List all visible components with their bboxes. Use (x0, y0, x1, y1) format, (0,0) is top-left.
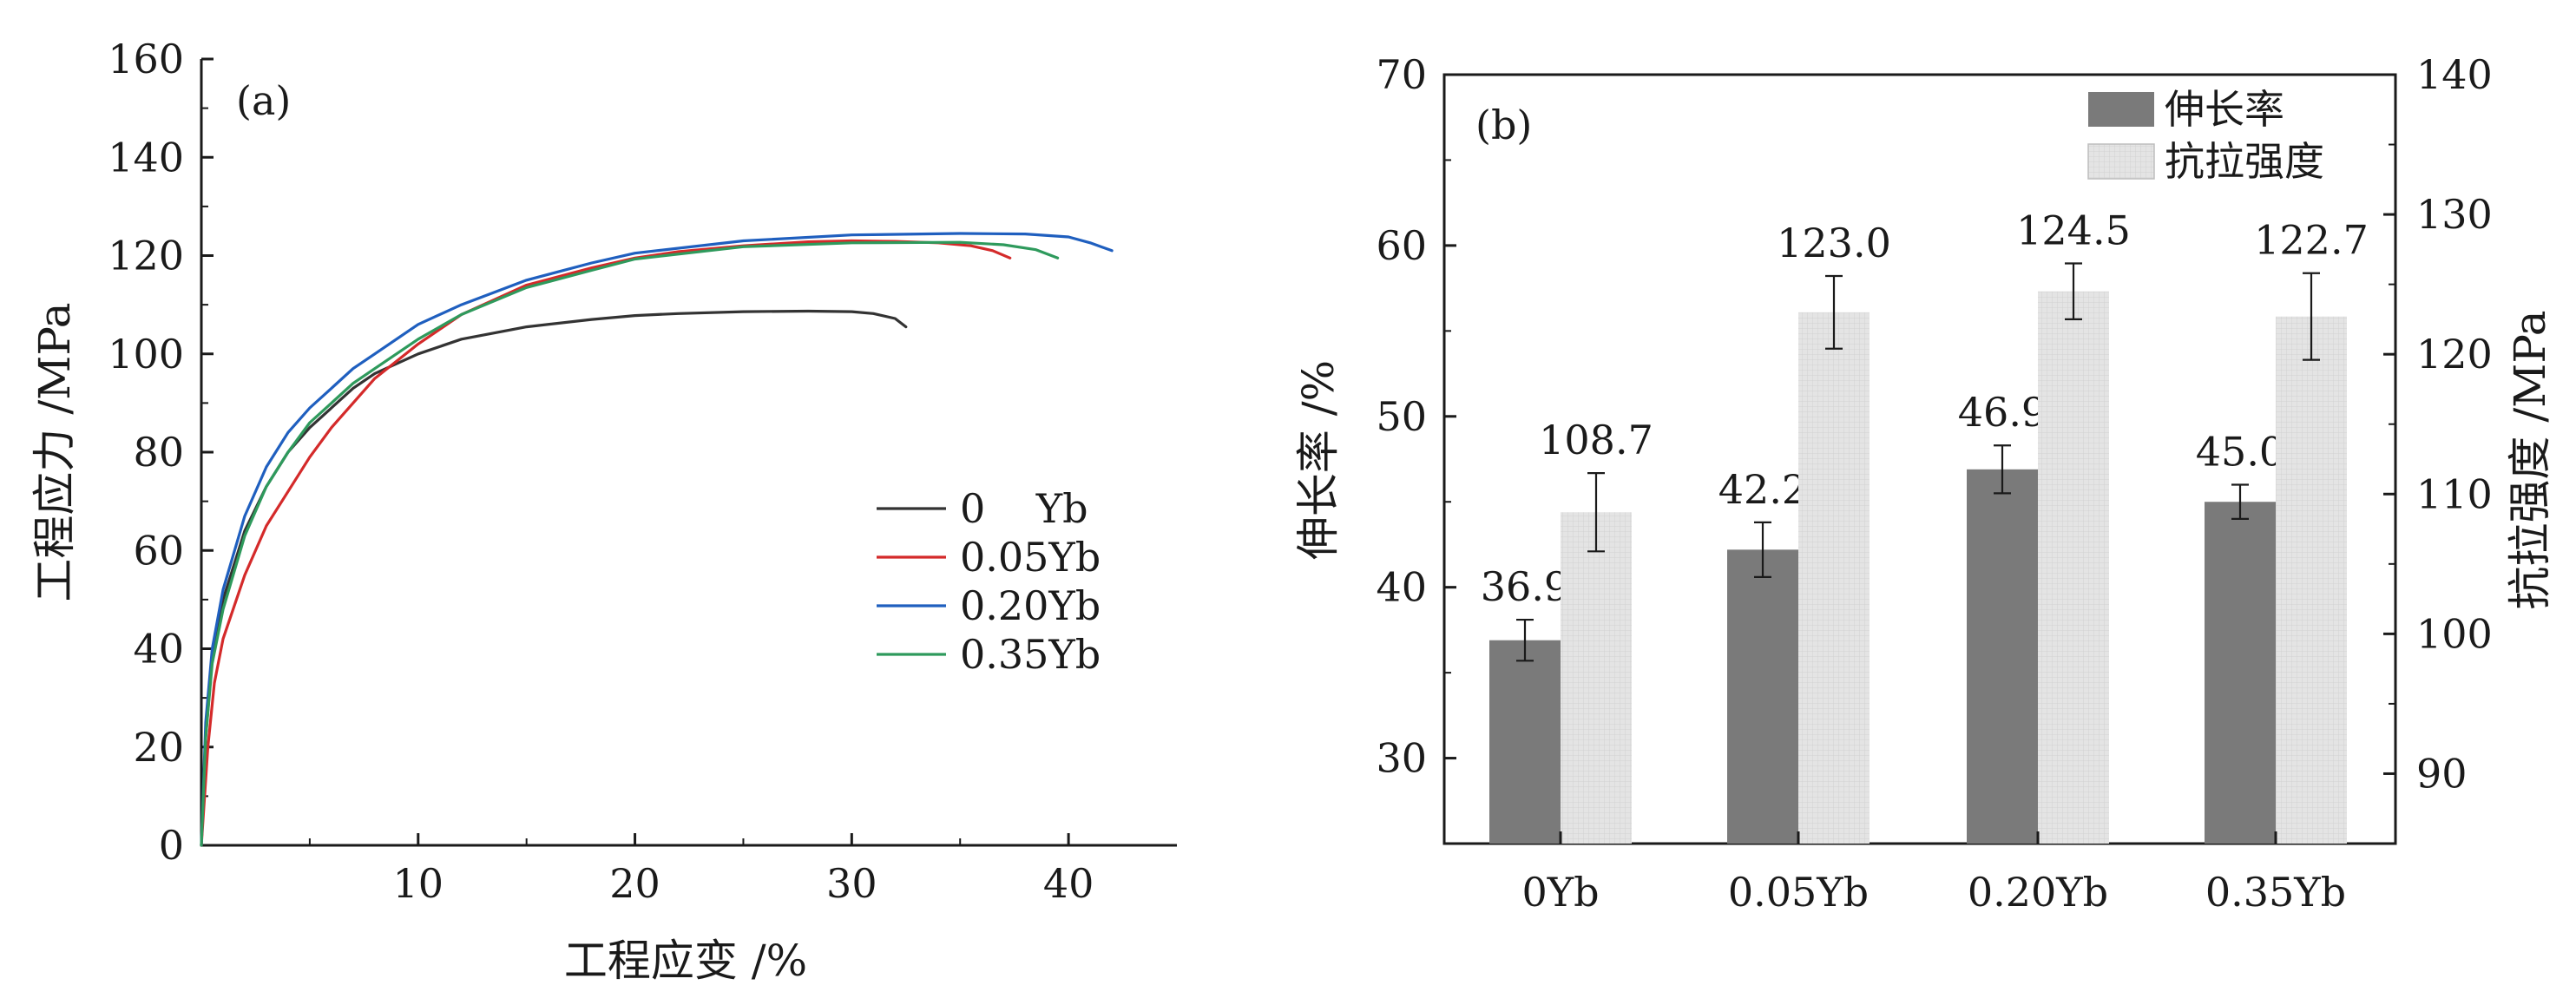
error-bar (1994, 444, 2011, 495)
bar-tensile-strength (1561, 512, 1632, 844)
bar-value-label: 122.7 (2254, 217, 2369, 264)
series-line-0-35Yb (200, 240, 1060, 847)
panel-a-y-axis-title: 工程应力 /MPa (30, 302, 80, 601)
bar-value-label: 36.9 (1481, 563, 1569, 610)
error-bar (1587, 472, 1605, 553)
panel-b-bars: 36.9 108.7 42.2 123.0 46.9 124.5 45.0 122.7 (1481, 207, 2369, 844)
legend-entry-label: 0.05Yb (960, 534, 1101, 581)
series-line-0-05Yb (200, 239, 1012, 847)
legend-swatch-tensile-strength (2087, 143, 2155, 180)
panel-b-left-y-axis-title: 伸长率 /% (1293, 360, 1344, 560)
series-line-0-20Yb (200, 232, 1114, 847)
error-bar (1754, 521, 1771, 578)
legend-entry-label: 0.20Yb (960, 582, 1101, 629)
panel-a-x-axis-title: 工程应变 /% (564, 936, 807, 986)
panel-a-y-ticks: 0 20 40 60 80 100 120 140 160 (108, 36, 214, 869)
panel-b-right-y-ticks: 90 100 110 120 130 140 (2383, 51, 2493, 797)
panel-a-x-tick-label: 10 (393, 860, 444, 907)
panel-b-right-y-axis-title: 抗拉强度 /MPa (2505, 310, 2555, 609)
legend-entry-label: 抗拉强度 (2165, 138, 2324, 185)
panel-a-y-tick-label: 100 (108, 331, 184, 378)
error-bar (1825, 274, 1843, 350)
legend-entry-label: 0.35Yb (960, 631, 1101, 678)
panel-b-right-tick-label: 140 (2416, 51, 2493, 98)
panel-b-right-tick-label: 90 (2416, 750, 2468, 797)
bar-tensile-strength (2276, 316, 2347, 844)
panel-a-y-tick-label: 160 (108, 36, 184, 82)
panel-a-y-tick-label: 60 (133, 527, 184, 574)
panel-b-category-labels: 0Yb 0.05Yb 0.20Yb 0.35Yb (1521, 831, 2346, 916)
panel-b-label: (b) (1475, 102, 1532, 148)
panel-a-x-ticks: 10 20 30 40 (308, 833, 1094, 907)
legend-entry-label: 0 Yb (960, 485, 1088, 532)
panel-b-left-tick-label: 30 (1376, 735, 1427, 782)
bar-value-label: 42.2 (1718, 466, 1807, 513)
legend-swatch-elongation (2088, 92, 2154, 127)
panel-b-right-tick-label: 110 (2416, 470, 2493, 517)
bar-elongation (1727, 549, 1798, 844)
legend-entry-label: 伸长率 (2165, 86, 2284, 133)
bar-elongation (1967, 469, 2038, 844)
panel-b-category-label: 0Yb (1521, 869, 1599, 916)
panel-a-y-tick-label: 80 (133, 429, 184, 476)
bar-tensile-strength (1798, 312, 1870, 844)
bar-tensile-strength (2038, 291, 2109, 844)
panel-b-category-label: 0.05Yb (1728, 869, 1869, 916)
bar-value-label: 45.0 (2196, 429, 2284, 476)
error-bar (2065, 262, 2082, 321)
panel-b-left-tick-label: 50 (1376, 393, 1427, 440)
error-bar (1516, 618, 1534, 662)
panel-b-right-tick-label: 120 (2416, 331, 2493, 378)
bar-value-label: 46.9 (1958, 389, 2047, 436)
bar-value-label: 124.5 (2016, 207, 2131, 253)
panel-b-left-tick-label: 70 (1376, 51, 1427, 98)
panel-b-right-tick-label: 100 (2416, 610, 2493, 657)
panel-a-line-chart: 0 20 40 60 80 100 120 140 160 10 20 30 40 (a) 工程应变 … (30, 36, 1177, 986)
panel-b-right-tick-label: 130 (2416, 191, 2493, 238)
panel-b-plot-frame (1442, 73, 2397, 845)
panel-a-y-tick-label: 40 (133, 626, 184, 673)
panel-a-y-tick-label: 20 (133, 724, 184, 771)
panel-a-series-lines (200, 232, 1114, 847)
error-bar (2231, 483, 2249, 521)
series-line-0Yb (200, 309, 908, 847)
panel-b-left-tick-label: 40 (1376, 564, 1427, 611)
error-bar (2303, 272, 2320, 361)
panel-b-category-label: 0.35Yb (2205, 869, 2346, 916)
panel-b-category-label: 0.20Yb (1968, 869, 2108, 916)
panel-a-y-tick-label: 0 (159, 822, 184, 869)
panel-b-left-y-ticks: 30 40 50 60 70 (1376, 51, 1456, 844)
panel-b-bar-chart: 36.9 108.7 42.2 123.0 46.9 124.5 45.0 122.7 30 4… (1293, 51, 2555, 916)
bar-elongation (2205, 502, 2276, 844)
panel-a-label: (a) (236, 77, 291, 124)
panel-a-y-tick-label: 120 (108, 233, 184, 279)
bar-value-label: 123.0 (1777, 220, 1891, 266)
bar-value-label: 108.7 (1539, 417, 1653, 463)
panel-a-y-tick-label: 140 (108, 134, 184, 181)
panel-a-x-tick-label: 20 (609, 860, 660, 907)
panel-b-left-tick-label: 60 (1376, 222, 1427, 269)
panel-a-x-tick-label: 40 (1043, 860, 1094, 907)
bar-elongation (1489, 640, 1561, 844)
panel-a-x-tick-label: 30 (826, 860, 877, 907)
